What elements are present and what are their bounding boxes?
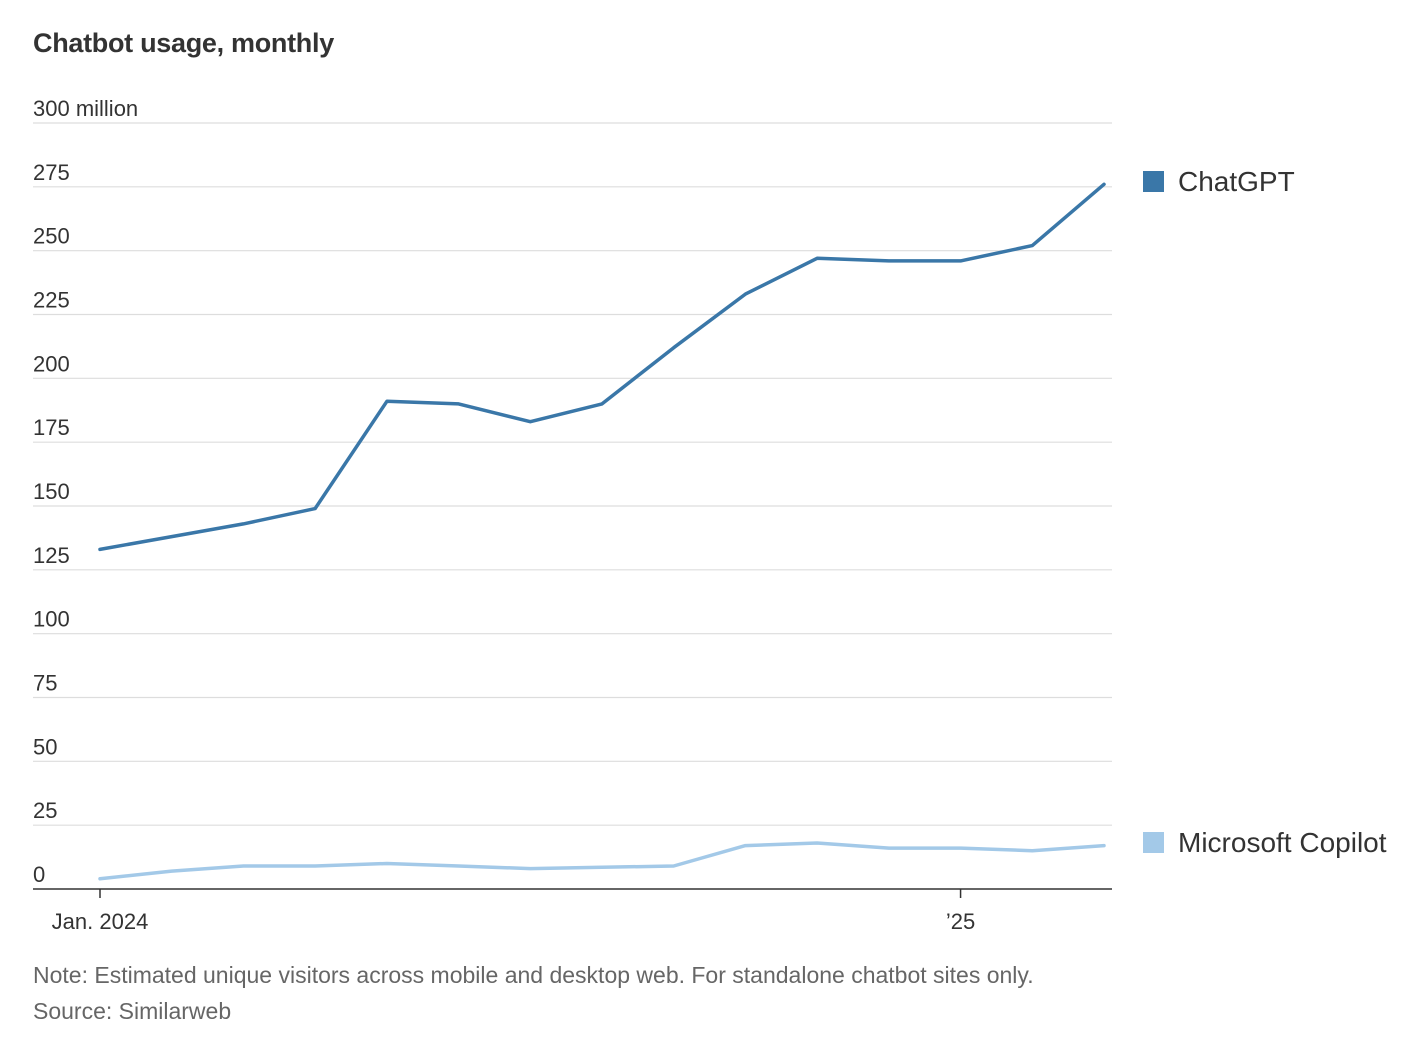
y-tick-label-150: 150: [33, 479, 70, 504]
x-axis-ticks: Jan. 2024 ’25: [52, 889, 975, 934]
y-tick-label-225: 225: [33, 288, 70, 313]
y-tick-label-75: 75: [33, 671, 57, 696]
legend-swatch-microsoft-copilot: [1143, 832, 1164, 853]
legend-swatch-chatgpt: [1143, 171, 1164, 192]
chart-title: Chatbot usage, monthly: [33, 28, 334, 58]
y-tick-label-50: 50: [33, 734, 57, 759]
gridlines: [33, 122, 1112, 826]
series-line-microsoft-copilot: [98, 841, 1106, 881]
y-tick-label-175: 175: [33, 415, 70, 440]
y-tick-label-300: 300 million: [33, 96, 138, 121]
chart-source: Source: Similarweb: [33, 998, 232, 1024]
y-tick-label-125: 125: [33, 543, 70, 568]
legend: ChatGPT Microsoft Copilot: [1143, 166, 1387, 858]
x-tick-label-0: Jan. 2024: [52, 909, 149, 934]
y-axis-ticks: 0 25 50 75 100 125 150 175 200 225 250 275 300 milli…: [33, 96, 138, 887]
y-tick-label-250: 250: [33, 224, 70, 249]
legend-label-microsoft-copilot: Microsoft Copilot: [1178, 827, 1387, 858]
legend-label-chatgpt: ChatGPT: [1178, 166, 1295, 197]
y-tick-label-200: 200: [33, 351, 70, 376]
y-tick-label-100: 100: [33, 607, 70, 632]
series-lines: [98, 182, 1106, 881]
y-tick-label-275: 275: [33, 160, 70, 185]
x-tick-label-1: ’25: [946, 909, 975, 934]
y-tick-label-25: 25: [33, 798, 57, 823]
y-tick-label-0: 0: [33, 862, 45, 887]
series-line-chatgpt: [98, 182, 1106, 552]
chart-note: Note: Estimated unique visitors across m…: [33, 962, 1034, 988]
